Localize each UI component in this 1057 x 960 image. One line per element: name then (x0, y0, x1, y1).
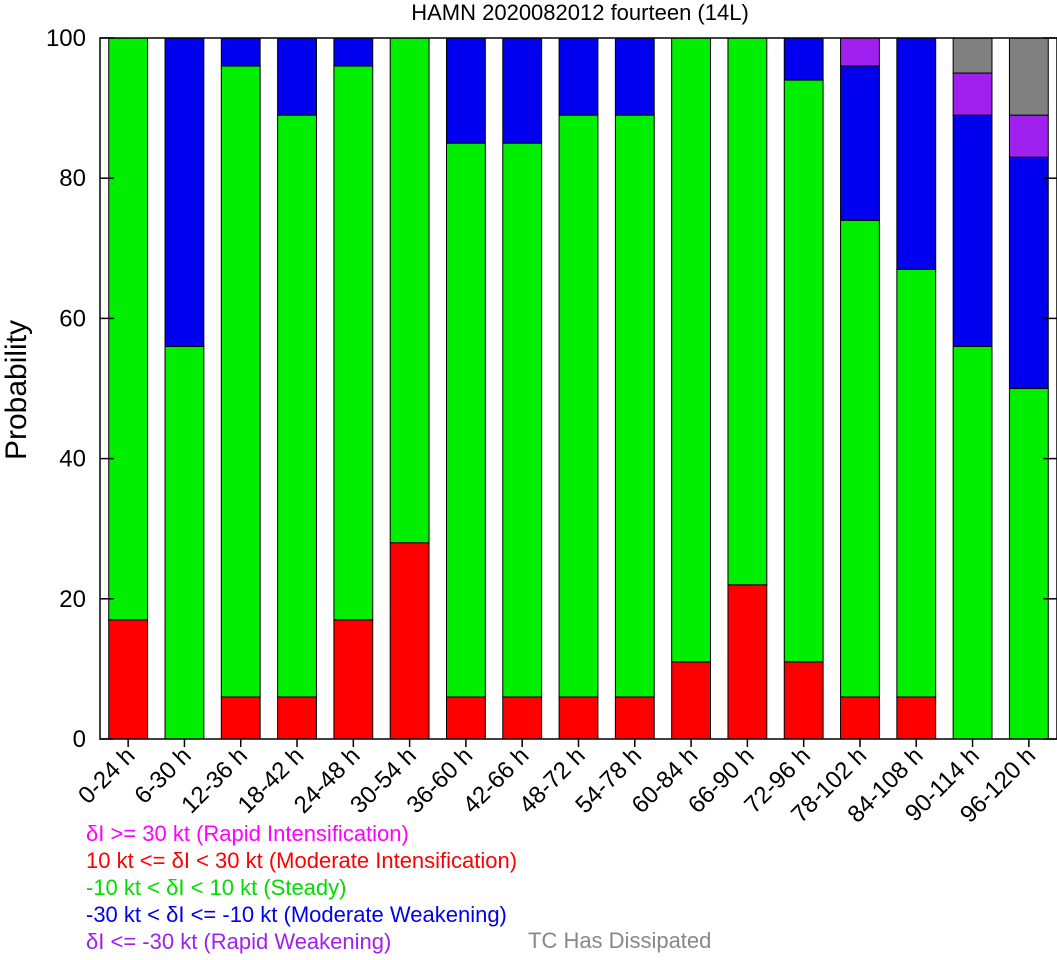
bar-segment-moderate-intensification-12-36h (220, 696, 261, 740)
bar-segment-steady-66-90h (727, 37, 768, 586)
bar-segment-rapid-intensification-90-114h (952, 72, 993, 116)
bar-segment-tc-has-dissipated-96-120h (1008, 37, 1049, 116)
bar-segment-moderate-weakening-78-102h (840, 65, 880, 221)
bar-segment-moderate-intensification-30-54h (389, 542, 430, 740)
bar-segment-moderate-intensification-66-90h (727, 584, 768, 740)
bar-segment-steady-36-60h (445, 142, 486, 698)
legend-rapid-weakening: δI <= -30 kt (Rapid Weakening) (86, 929, 392, 954)
bar-segment-moderate-weakening-36-60h (445, 37, 486, 144)
bar-segment-steady-42-66h (502, 142, 543, 698)
bar-segment-moderate-weakening-96-120h (1008, 156, 1049, 389)
bar-segment-moderate-weakening-72-96h (783, 37, 824, 81)
bar-segment-moderate-weakening-90-114h (952, 114, 993, 347)
legend-moderate-weakening: -30 kt < δI <= -10 kt (Moderate Weakenin… (86, 902, 507, 927)
bar-segment-moderate-intensification-78-102h (840, 696, 880, 740)
legend-tc-dissipated: TC Has Dissipated (528, 928, 712, 953)
bars-layer (108, 37, 1049, 740)
bar-segment-steady-54-78h (614, 114, 655, 698)
bar-segment-moderate-weakening-12-36h (220, 37, 261, 67)
bar-segment-steady-18-42h (277, 114, 317, 698)
bar-segment-moderate-intensification-0-24h (108, 619, 149, 740)
bar-segment-moderate-weakening-48-72h (558, 37, 599, 116)
bar-segment-moderate-intensification-48-72h (558, 696, 599, 740)
bar-segment-steady-6-30h (164, 345, 205, 740)
legend-moderate-intensification: 10 kt <= δI < 30 kt (Moderate Intensific… (86, 848, 518, 873)
bar-segment-rapid-intensification-78-102h (840, 37, 880, 67)
bar-segment-moderate-intensification-18-42h (277, 696, 317, 740)
bar-segment-moderate-intensification-72-96h (783, 661, 824, 740)
bar-segment-rapid-intensification-96-120h (1008, 114, 1049, 158)
chart-title: HAMN 2020082012 fourteen (14L) (411, 0, 749, 25)
bar-segment-steady-78-102h (840, 219, 880, 698)
bar-segment-moderate-weakening-6-30h (164, 37, 205, 347)
bar-segment-moderate-intensification-42-66h (502, 696, 543, 740)
bar-segment-steady-30-54h (389, 37, 430, 544)
bar-segment-moderate-weakening-54-78h (614, 37, 655, 116)
bar-segment-steady-0-24h (108, 37, 149, 621)
y-tick-label: 0 (73, 726, 86, 753)
bar-segment-steady-12-36h (220, 65, 261, 698)
legend-steady: -10 kt < δI < 10 kt (Steady) (86, 875, 347, 900)
bar-segment-moderate-intensification-54-78h (614, 696, 655, 740)
bar-segment-steady-48-72h (558, 114, 599, 698)
bar-segment-steady-84-108h (896, 268, 937, 698)
legend: δI >= 30 kt (Rapid Intensification) 10 k… (86, 820, 517, 955)
bar-segment-moderate-weakening-24-48h (333, 37, 374, 67)
bar-segment-tc-has-dissipated-90-114h (952, 37, 993, 74)
bar-segment-moderate-intensification-24-48h (333, 619, 374, 740)
y-tick-label: 100 (46, 25, 86, 52)
y-tick-label: 80 (59, 165, 86, 192)
legend-rapid-intensification: δI >= 30 kt (Rapid Intensification) (86, 821, 409, 846)
y-tick-label: 40 (59, 446, 86, 473)
bar-segment-moderate-weakening-18-42h (277, 37, 317, 116)
bar-segment-moderate-intensification-84-108h (896, 696, 937, 740)
bar-segment-steady-96-120h (1008, 388, 1049, 740)
y-tick-label: 60 (59, 305, 86, 332)
bar-segment-moderate-weakening-42-66h (502, 37, 543, 144)
y-tick-label: 20 (59, 586, 86, 613)
bar-segment-moderate-weakening-84-108h (896, 37, 937, 270)
bar-segment-steady-90-114h (952, 345, 993, 740)
bar-segment-moderate-intensification-60-84h (671, 661, 712, 740)
bar-segment-steady-72-96h (783, 79, 824, 663)
y-axis-label: Probability (0, 320, 33, 460)
bar-segment-moderate-intensification-36-60h (445, 696, 486, 740)
bar-segment-steady-60-84h (671, 37, 712, 663)
bar-segment-steady-24-48h (333, 65, 374, 621)
